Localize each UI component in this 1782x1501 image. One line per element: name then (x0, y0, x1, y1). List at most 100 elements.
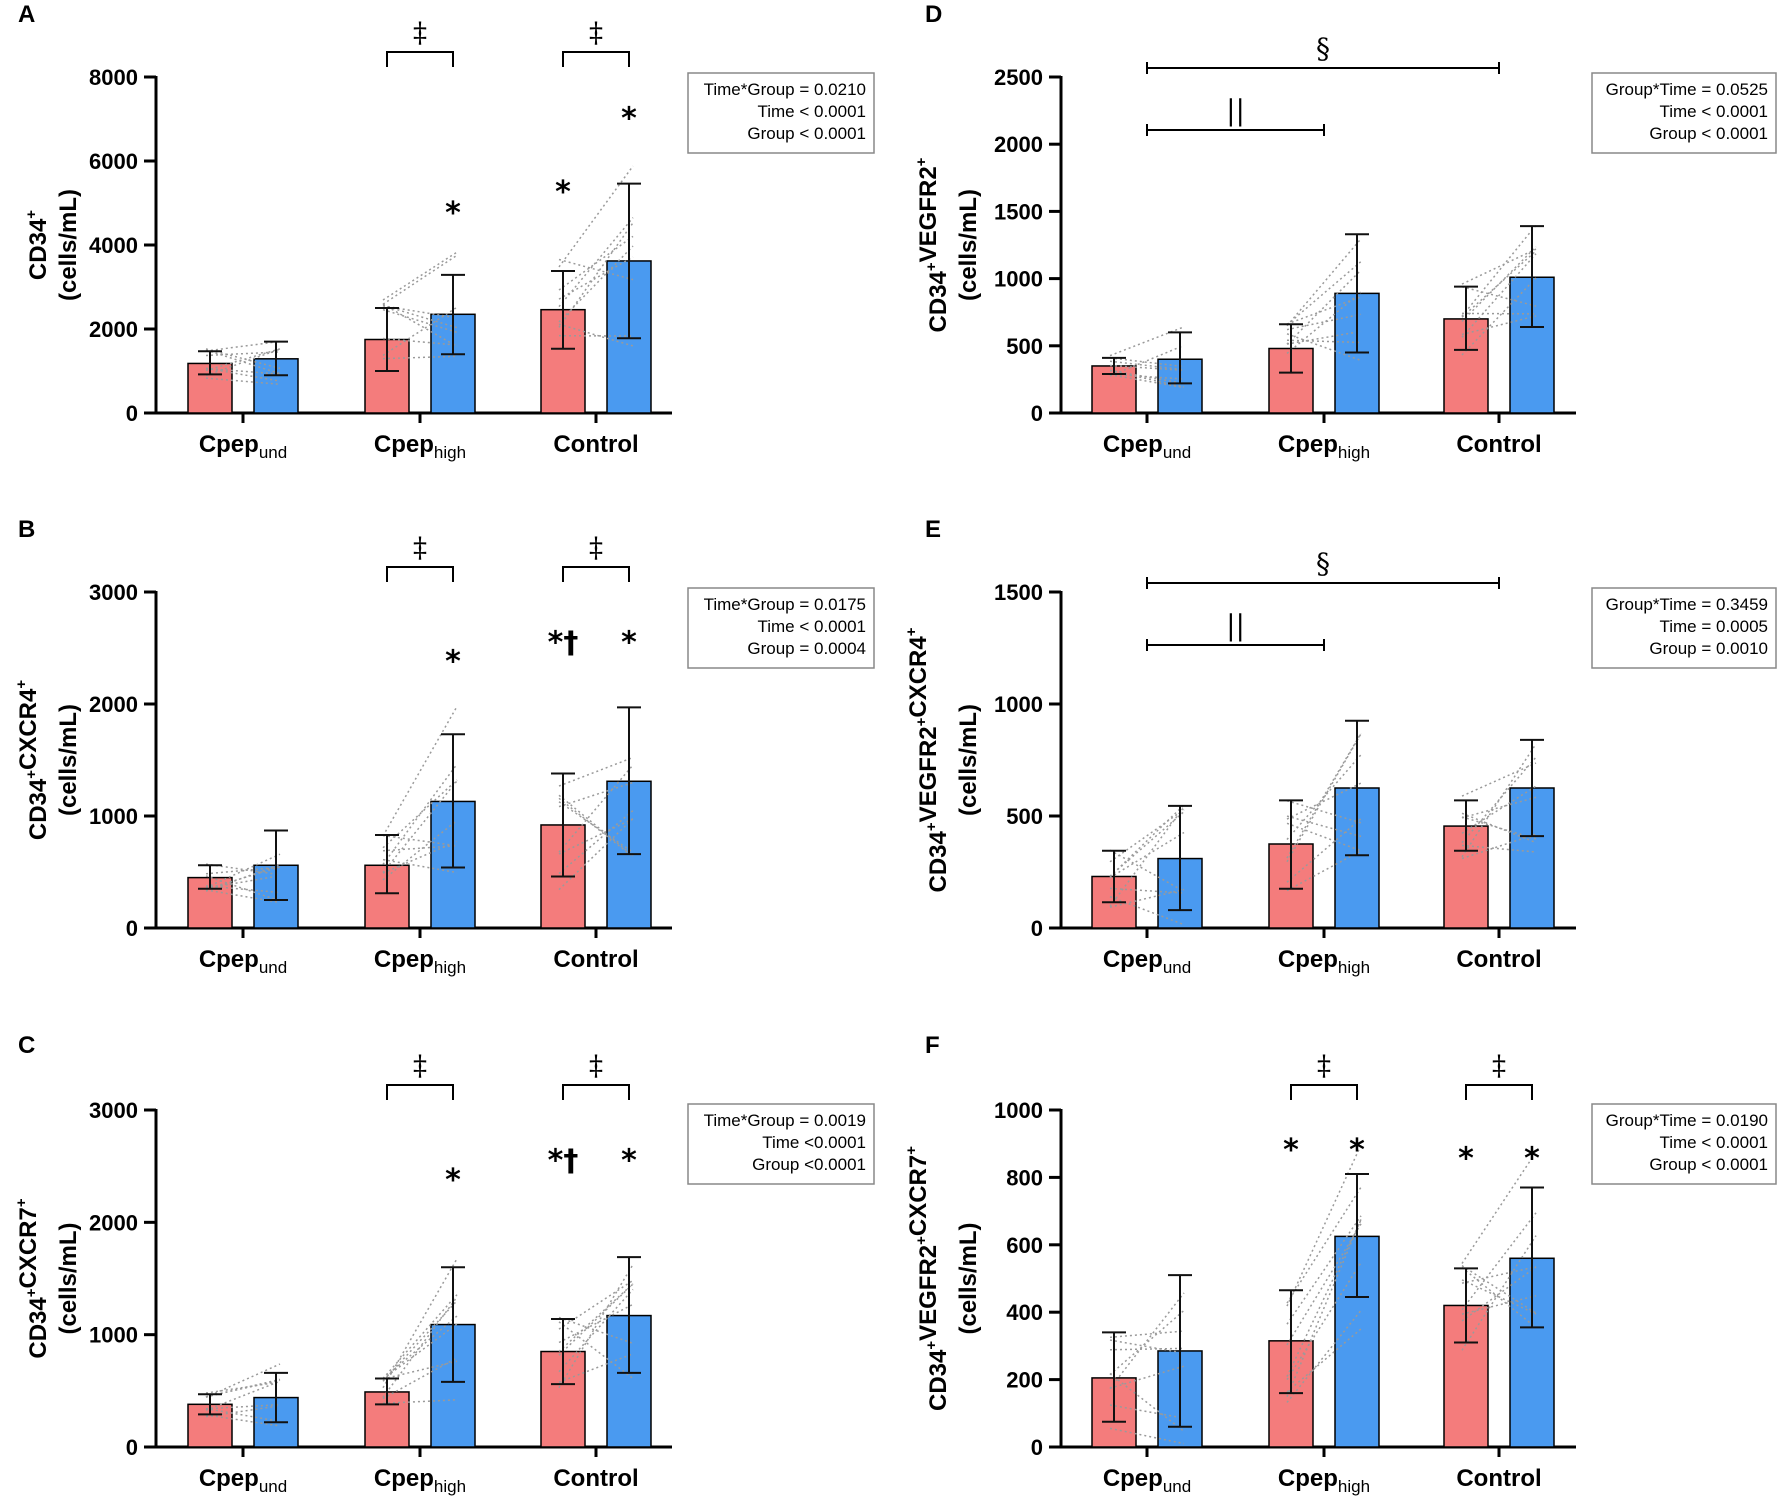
y-tick-label: 6000 (89, 149, 138, 174)
subject-line (1286, 818, 1362, 883)
subject-line (558, 1321, 634, 1380)
subject-line (558, 809, 634, 875)
y-tick-label: 0 (1031, 401, 1043, 426)
subject-line (1461, 812, 1537, 844)
subject-line (558, 1353, 634, 1383)
subject-line (1286, 822, 1362, 852)
significance-marker: * (1458, 1141, 1474, 1176)
subject-line (205, 866, 281, 875)
significance-marker: * (445, 645, 461, 680)
y-tick-label: 3000 (89, 580, 138, 605)
subject-line (205, 863, 281, 892)
y-tick-label: 1500 (994, 580, 1043, 605)
category-label: Control (1456, 946, 1541, 973)
subject-line (382, 355, 458, 360)
subject-line (1461, 248, 1537, 285)
subject-line (205, 351, 281, 357)
y-tick-label: 0 (126, 916, 138, 941)
significance-bracket (562, 1084, 630, 1100)
subject-line (1461, 1151, 1537, 1264)
subject-line (558, 797, 634, 858)
significance-marker: * (555, 175, 571, 210)
stats-line: Group < 0.0001 (1649, 124, 1768, 143)
y-tick-label: 1500 (994, 199, 1043, 224)
stats-line: Time < 0.0001 (757, 617, 866, 636)
stats-line: Group < 0.0001 (1649, 1155, 1768, 1174)
stats-box (1591, 587, 1777, 669)
subject-line (382, 251, 458, 301)
subject-line (1286, 260, 1362, 326)
category-label: Control (553, 1465, 638, 1492)
subject-line (382, 1399, 458, 1405)
y-tick-label: 0 (126, 401, 138, 426)
subject-line (382, 840, 458, 874)
subject-line (558, 794, 634, 857)
stats-line: Group*Time = 0.0525 (1606, 80, 1768, 99)
significance-marker: * (621, 626, 637, 661)
significance-symbol: ‡ (413, 531, 427, 564)
subject-line (382, 1323, 458, 1380)
subject-line (1286, 296, 1362, 325)
y-axis-label: CD34+VEGFR2+ (913, 157, 952, 332)
panel-letter: D (925, 1, 942, 28)
subject-line (558, 1303, 634, 1344)
category-label: Control (1456, 1465, 1541, 1492)
subject-line (382, 1300, 458, 1382)
significance-bracket (1290, 1084, 1358, 1100)
y-tick-label: 0 (1031, 916, 1043, 941)
significance-symbol: ‡ (589, 531, 603, 564)
y-tick-label: 2500 (994, 65, 1043, 90)
significance-marker: * (1349, 1133, 1365, 1168)
significance-marker: * (1524, 1141, 1540, 1176)
subject-line (1109, 364, 1185, 372)
panel-e: E 0 500 1000 1500 Cpepund Cpephigh Control CD34+… (903, 516, 1777, 977)
subject-line (558, 1316, 634, 1345)
subject-line (1461, 250, 1537, 318)
subject-line (382, 303, 458, 348)
subject-line (558, 235, 634, 291)
stats-line: Group < 0.0001 (747, 124, 866, 143)
subject-line (1109, 1309, 1185, 1376)
category-label: Cpephigh (374, 431, 466, 462)
category-label: Cpepund (199, 431, 287, 462)
significance-marker: *† (548, 626, 579, 661)
subject-line (1461, 762, 1537, 797)
subject-line (558, 1283, 634, 1353)
significance-marker: * (621, 1144, 637, 1179)
subject-line (205, 348, 281, 377)
stats-box (687, 587, 875, 669)
subject-line (1286, 732, 1362, 859)
stats-line: Time*Group = 0.0210 (704, 80, 866, 99)
significance-symbol: ‡ (413, 1049, 427, 1082)
y-tick-label: 4000 (89, 233, 138, 258)
subject-line (1109, 804, 1185, 878)
subject-line (382, 819, 458, 881)
y-axis-label: CD34+VEGFR2+CXCR7+ (903, 1146, 952, 1411)
subject-line (1461, 253, 1537, 338)
subject-line (558, 217, 634, 308)
stats-box (687, 1103, 875, 1185)
subject-line (1461, 1212, 1537, 1311)
significance-bracket (386, 566, 454, 582)
subject-line (1286, 1328, 1362, 1393)
y-tick-label: 1000 (994, 1098, 1043, 1123)
subject-line (1109, 344, 1185, 377)
significance-symbol: § (1316, 547, 1330, 580)
subject-line (1109, 1373, 1185, 1432)
y-axis-unit: (cells/mL) (955, 189, 982, 301)
subject-line (205, 875, 281, 902)
significance-marker: * (445, 1163, 461, 1198)
subject-line (1286, 850, 1362, 892)
y-tick-label: 8000 (89, 65, 138, 90)
subject-line (1109, 849, 1185, 892)
significance-symbol: ‡ (413, 16, 427, 49)
panel-letter: A (18, 1, 35, 28)
subject-line (382, 1357, 458, 1400)
stats-line: Group*Time = 0.0190 (1606, 1111, 1768, 1130)
y-tick-label: 800 (1006, 1165, 1043, 1190)
subject-line (558, 1288, 634, 1373)
subject-line (558, 756, 634, 787)
subject-line (558, 222, 634, 328)
subject-line (1109, 373, 1185, 380)
subject-line (1109, 887, 1185, 894)
